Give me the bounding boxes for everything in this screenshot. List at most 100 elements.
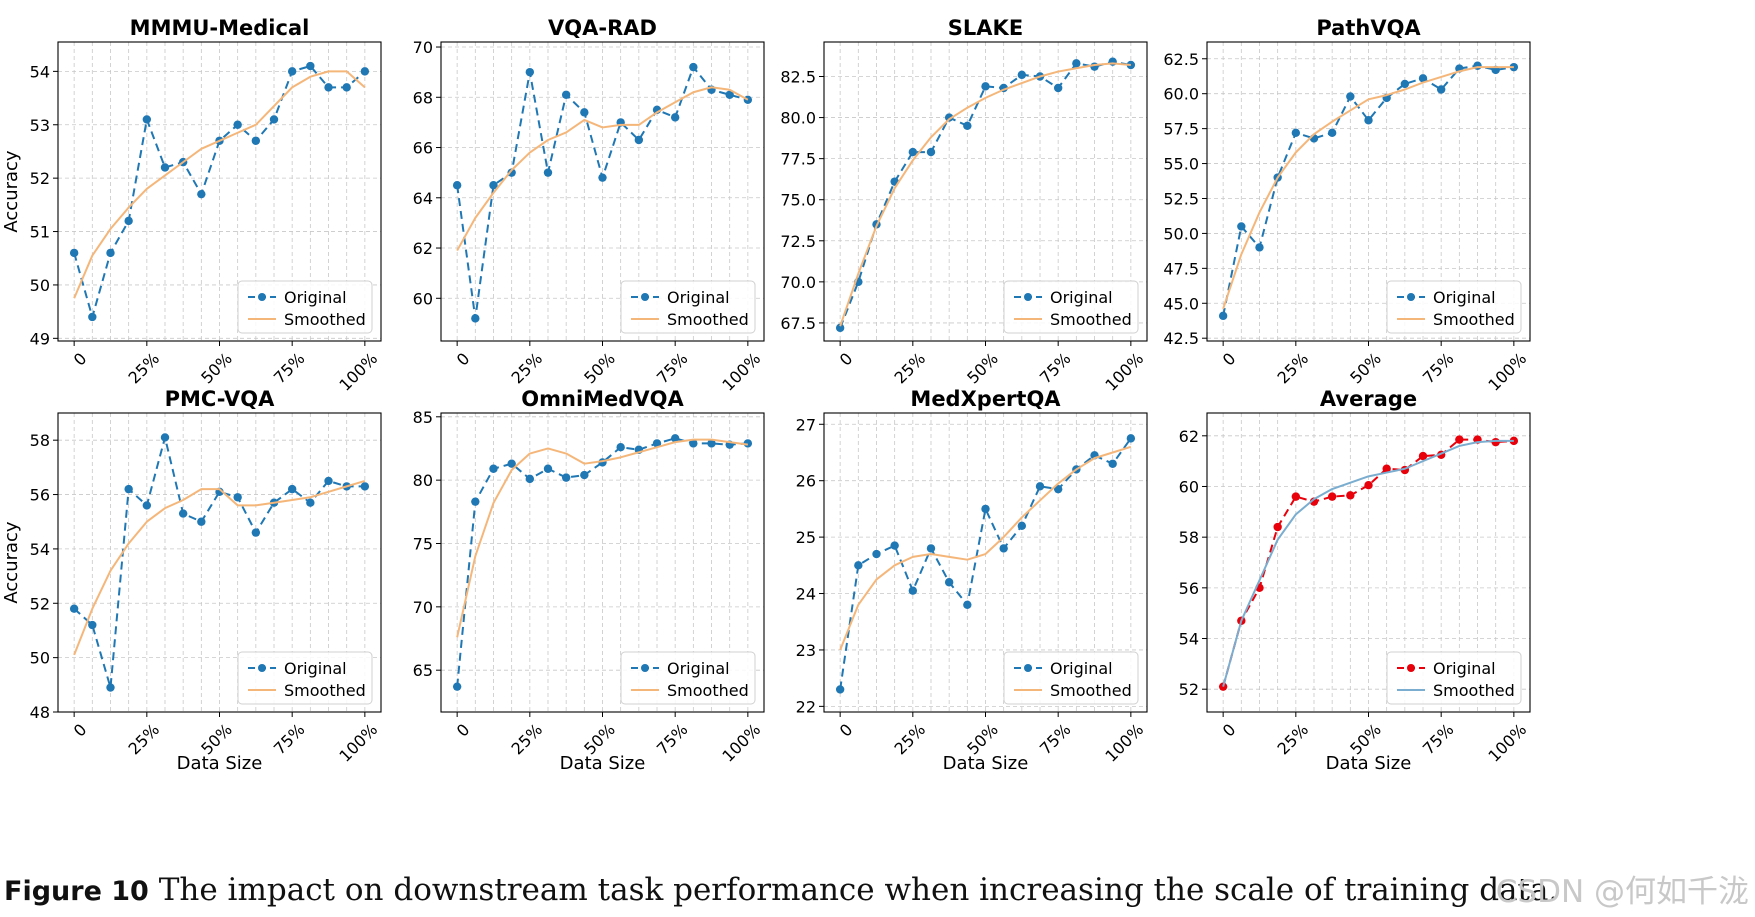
legend: Original Smoothed — [620, 280, 756, 334]
data-point — [561, 473, 571, 482]
data-point — [981, 504, 990, 514]
data-point — [689, 62, 698, 72]
y-tick-label: 53 — [30, 116, 50, 135]
legend-marker — [258, 664, 266, 672]
legend-marker — [1407, 293, 1415, 301]
x-tick-label: 100% — [1101, 720, 1147, 766]
data-point — [926, 544, 936, 553]
data-point — [525, 67, 535, 77]
data-point — [124, 484, 133, 494]
data-point — [598, 173, 607, 182]
legend-marker — [641, 664, 649, 672]
x-tick-label: 75% — [1419, 720, 1458, 759]
data-point — [580, 108, 589, 117]
data-point — [1491, 437, 1500, 447]
legend-marker — [641, 293, 649, 301]
legend-label: Smoothed — [667, 310, 749, 329]
data-point — [835, 685, 845, 694]
legend-label: Smoothed — [667, 681, 749, 700]
data-point — [287, 484, 297, 494]
y-tick-label: 60 — [1179, 477, 1199, 496]
chart-title: MMMU-Medical — [130, 16, 310, 40]
figure-caption: Figure 10 The impact on downstream task … — [4, 872, 1558, 908]
legend-label: Original — [1050, 288, 1113, 307]
y-tick-label: 56 — [30, 486, 50, 505]
data-point — [1108, 459, 1117, 468]
data-point — [342, 83, 351, 92]
series-line-smoothed — [839, 445, 1132, 651]
data-point — [1090, 62, 1099, 71]
data-point — [1346, 92, 1355, 101]
legend-label: Original — [1433, 288, 1496, 307]
y-tick-label: 80.0 — [780, 109, 816, 128]
series-line-smoothed — [1222, 66, 1514, 310]
data-point — [707, 439, 716, 448]
data-point — [634, 135, 644, 145]
x-tick-label: 25% — [125, 720, 164, 759]
data-point — [360, 67, 370, 76]
data-point — [324, 83, 333, 92]
legend-marker — [1024, 664, 1032, 672]
chart-title: MedXpertQA — [910, 387, 1061, 411]
data-point — [106, 248, 115, 258]
caption-text: The impact on downstream task performanc… — [158, 872, 1559, 908]
x-tick-label: 100% — [1484, 349, 1530, 395]
y-tick-label: 49 — [30, 329, 50, 348]
legend: Original Smoothed — [237, 651, 373, 705]
y-tick-label: 75.0 — [780, 191, 816, 210]
data-point — [1126, 60, 1136, 70]
chart-title: PMC-VQA — [165, 387, 275, 411]
data-point — [124, 216, 133, 226]
data-point — [489, 464, 498, 473]
x-tick-label: 75% — [1419, 349, 1458, 388]
y-tick-label: 54 — [30, 62, 50, 81]
y-axis-label: Accuracy — [1, 521, 22, 604]
y-tick-label: 70 — [413, 38, 433, 57]
data-point — [306, 498, 315, 507]
y-tick-label: 55.0 — [1163, 155, 1199, 174]
x-tick-label: 100% — [1484, 720, 1530, 766]
data-point — [69, 248, 79, 258]
x-tick-label: 100% — [1101, 349, 1147, 395]
x-tick-label: 50% — [197, 349, 236, 388]
data-point — [1309, 497, 1319, 506]
data-point — [160, 163, 170, 172]
legend: Original Smoothed — [620, 651, 756, 705]
data-point — [525, 474, 535, 484]
plot-frame — [57, 41, 382, 342]
x-axis-label: Data Size — [1326, 753, 1412, 774]
data-point — [452, 181, 462, 190]
data-point — [1273, 522, 1282, 532]
data-point — [1364, 116, 1373, 125]
data-point — [926, 147, 936, 157]
data-point — [106, 683, 115, 692]
series-line-smoothed — [456, 86, 749, 252]
x-tick-label: 75% — [270, 349, 309, 388]
y-tick-label: 45.0 — [1163, 294, 1199, 313]
caption-label: Figure 10 — [4, 876, 149, 907]
data-point — [543, 464, 553, 473]
data-point — [360, 482, 370, 491]
data-point — [1291, 492, 1301, 501]
chart-panel: 60 62 64 66 68 70 0 25% 50% 75% 100% VQA-RAD Origina… — [413, 16, 765, 395]
y-tick-label: 54 — [30, 540, 50, 559]
y-tick-label: 52 — [30, 169, 50, 188]
y-tick-label: 26 — [796, 472, 816, 491]
series-line-smoothed — [73, 479, 366, 656]
x-tick-label: 0 — [836, 720, 857, 741]
y-tick-label: 82.5 — [780, 68, 816, 87]
x-tick-label: 100% — [718, 349, 764, 395]
y-tick-label: 56 — [1179, 579, 1199, 598]
y-tick-label: 50 — [30, 276, 50, 295]
legend-marker — [258, 293, 266, 301]
y-tick-label: 85 — [413, 408, 433, 427]
y-tick-label: 70 — [413, 598, 433, 617]
plot-frame — [440, 41, 765, 342]
data-point — [999, 544, 1008, 553]
y-tick-label: 22 — [796, 697, 816, 716]
data-point — [69, 604, 79, 613]
y-tick-label: 70.0 — [780, 273, 816, 292]
data-point — [1017, 70, 1027, 80]
plot-frame — [823, 412, 1148, 713]
